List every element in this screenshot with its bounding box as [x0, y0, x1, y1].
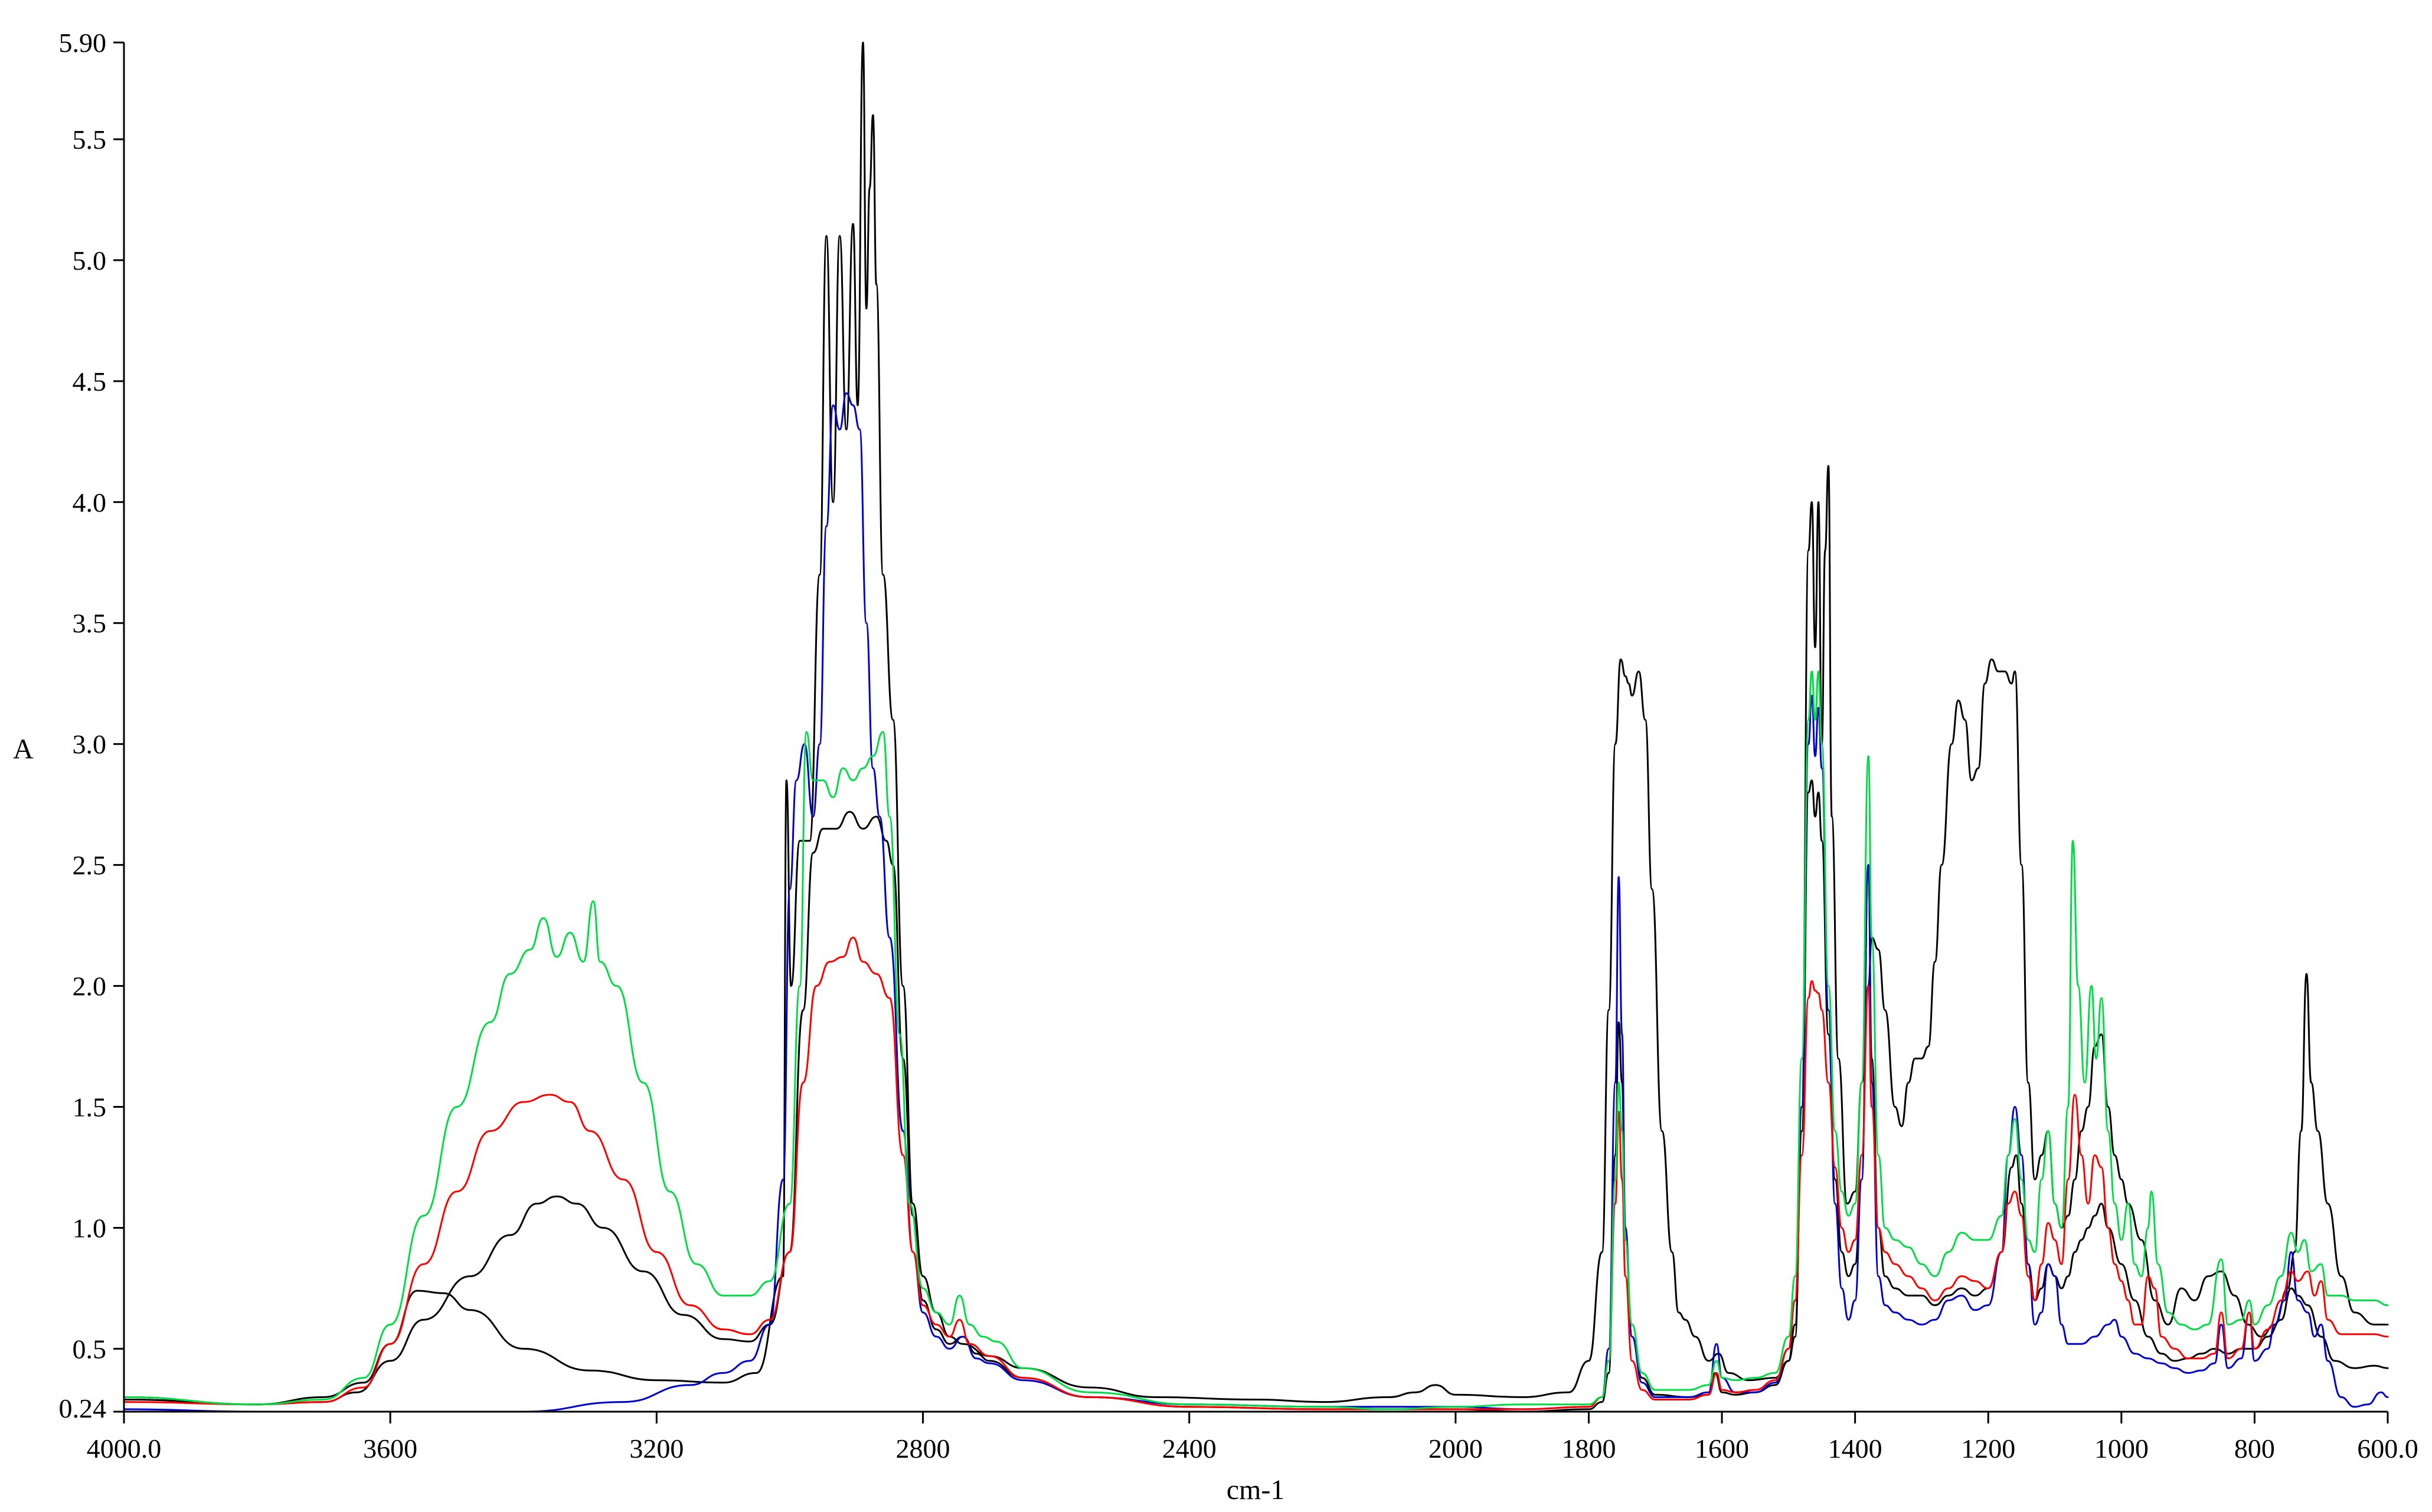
y-tick-label: 2.5: [73, 850, 107, 881]
x-tick-label: 1600: [1695, 1434, 1749, 1464]
x-tick-label: 3200: [629, 1434, 684, 1464]
y-tick-label: 1.5: [73, 1092, 107, 1122]
y-axis-title: A: [13, 734, 34, 765]
series-line-1: [123, 41, 2389, 1406]
series-line-5: [123, 670, 2389, 1410]
x-tick-label: 600.0: [2357, 1434, 2418, 1464]
y-tick-label: 1.0: [73, 1213, 107, 1243]
series-layer: [123, 41, 2389, 1413]
x-tick-label: 1000: [2094, 1434, 2149, 1464]
y-tick-label: 5.0: [73, 246, 107, 276]
series-line-4: [123, 937, 2389, 1410]
y-tick-label: 2.0: [73, 971, 107, 1002]
y-tick-label: 4.0: [73, 487, 107, 518]
x-tick-label: 2400: [1162, 1434, 1217, 1464]
x-axis-title: cm-1: [1227, 1474, 1285, 1506]
y-tick-label: 5.5: [73, 125, 107, 155]
x-tick-label: 2800: [896, 1434, 950, 1464]
y-tick-label: 0.24: [59, 1393, 107, 1423]
series-line-3: [123, 392, 2389, 1413]
y-tick-label: 0.5: [73, 1334, 107, 1364]
x-tick-label: 800: [2234, 1434, 2275, 1464]
x-tick-label: 1400: [1828, 1434, 1882, 1464]
y-ticks: 0.24 0.5 1.0 1.5 2.0 2.5 3.0 3.5 4.0 4.5 5.0 5.5 5.9…: [59, 28, 124, 1423]
series-line-2: [123, 779, 2389, 1413]
axes-layer: [123, 42, 2388, 1413]
x-tick-label: 1200: [1961, 1434, 2015, 1464]
x-tick-label: 3600: [363, 1434, 417, 1464]
y-tick-label: 3.0: [73, 729, 107, 760]
y-tick-label: 3.5: [73, 608, 107, 639]
y-tick-label: 5.90: [59, 28, 107, 58]
y-tick-label: 4.5: [73, 366, 107, 397]
x-tick-label: 4000.0: [87, 1434, 162, 1464]
x-tick-label: 2000: [1429, 1434, 1483, 1464]
x-ticks: 4000.0 3600 3200 2800 2400 2000 1800 1600 1400 12…: [87, 1412, 2418, 1464]
x-tick-label: 1800: [1561, 1434, 1616, 1464]
